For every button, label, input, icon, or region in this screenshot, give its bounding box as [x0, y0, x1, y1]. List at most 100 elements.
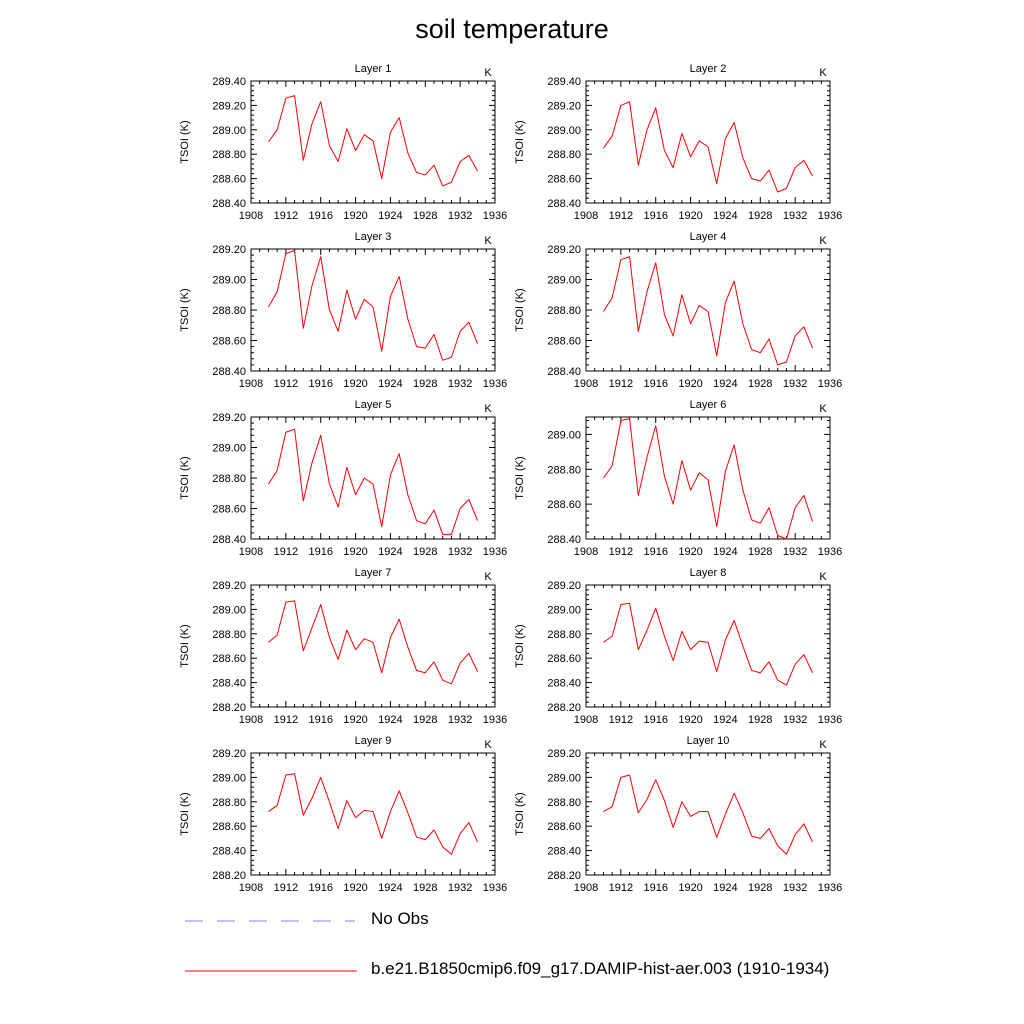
x-tick-label: 1916 [643, 378, 667, 390]
x-tick-label: 1920 [678, 378, 702, 390]
y-tick-label: 288.80 [212, 305, 246, 317]
y-tick-label: 288.60 [212, 336, 246, 348]
y-tick-label: 289.00 [212, 772, 246, 784]
series-line [603, 602, 814, 686]
y-tick-label: 288.60 [212, 504, 246, 516]
panel-units: K [484, 403, 492, 415]
y-tick-label: 289.00 [212, 443, 246, 455]
x-tick-label: 1932 [783, 714, 807, 726]
y-tick-label: 289.20 [547, 100, 581, 112]
panel-units: K [484, 235, 492, 247]
x-tick-label: 1936 [483, 546, 507, 558]
y-tick-label: 289.20 [212, 244, 246, 256]
panel-units: K [484, 67, 492, 79]
y-tick-label: 288.40 [212, 366, 246, 378]
panel-units: K [819, 739, 827, 751]
series-line [603, 256, 814, 366]
x-tick-label: 1908 [574, 378, 598, 390]
y-axis-label: TSOI (K) [514, 120, 526, 163]
x-tick-label: 1912 [609, 882, 633, 894]
y-tick-label: 289.20 [547, 244, 581, 256]
plot-frame [250, 416, 496, 540]
x-tick-label: 1932 [448, 210, 472, 222]
y-tick-label: 288.40 [212, 198, 246, 210]
panel-title: Layer 6 [690, 399, 727, 411]
panel-units: K [484, 571, 492, 583]
panel-units: K [819, 67, 827, 79]
y-tick-label: 289.00 [547, 275, 581, 287]
x-tick-label: 1936 [483, 714, 507, 726]
x-tick-label: 1920 [343, 546, 367, 558]
series-line [268, 95, 479, 187]
y-tick-label: 289.00 [547, 772, 581, 784]
x-tick-label: 1920 [678, 546, 702, 558]
x-tick-label: 1932 [783, 546, 807, 558]
x-tick-label: 1924 [713, 714, 737, 726]
y-tick-label: 288.60 [547, 499, 581, 511]
x-tick-label: 1912 [609, 546, 633, 558]
panel-title: Layer 5 [355, 399, 392, 411]
x-tick-label: 1908 [239, 882, 263, 894]
x-tick-label: 1912 [274, 714, 298, 726]
x-tick-label: 1908 [574, 210, 598, 222]
y-tick-label: 289.20 [547, 748, 581, 760]
y-tick-label: 288.80 [547, 797, 581, 809]
y-axis-label: TSOI (K) [179, 792, 191, 835]
y-tick-label: 289.20 [212, 580, 246, 592]
panel-title: Layer 7 [355, 567, 392, 579]
y-tick-label: 288.60 [212, 653, 246, 665]
x-tick-label: 1916 [643, 546, 667, 558]
panel-units: K [819, 571, 827, 583]
y-tick-label: 288.60 [547, 653, 581, 665]
plot-frame [250, 248, 496, 372]
y-tick-label: 288.20 [547, 870, 581, 882]
plot-frame [250, 752, 496, 876]
plot-frame [585, 416, 831, 540]
x-tick-label: 1924 [378, 378, 402, 390]
x-tick-label: 1912 [274, 546, 298, 558]
x-tick-label: 1924 [713, 378, 737, 390]
x-tick-label: 1936 [818, 210, 842, 222]
x-tick-label: 1912 [609, 210, 633, 222]
x-tick-label: 1932 [448, 546, 472, 558]
y-tick-label: 288.80 [547, 149, 581, 161]
x-tick-label: 1928 [748, 378, 772, 390]
panel-units: K [484, 739, 492, 751]
x-tick-label: 1912 [274, 210, 298, 222]
y-tick-label: 288.80 [547, 305, 581, 317]
y-axis-label: TSOI (K) [179, 456, 191, 499]
x-tick-label: 1916 [308, 714, 332, 726]
panel-units: K [819, 403, 827, 415]
x-tick-label: 1924 [713, 210, 737, 222]
y-axis-label: TSOI (K) [179, 120, 191, 163]
x-tick-label: 1908 [239, 378, 263, 390]
legend-item-no-obs: No Obs [185, 909, 745, 932]
panel-title: Layer 4 [690, 231, 727, 243]
x-tick-label: 1928 [748, 210, 772, 222]
x-tick-label: 1936 [483, 378, 507, 390]
y-tick-label: 289.20 [547, 580, 581, 592]
series-line [603, 418, 814, 540]
y-tick-label: 289.00 [212, 125, 246, 137]
y-tick-label: 289.00 [212, 604, 246, 616]
legend-swatch-model [185, 970, 357, 972]
x-tick-label: 1916 [308, 378, 332, 390]
y-tick-label: 288.40 [547, 366, 581, 378]
y-axis-label: TSOI (K) [179, 624, 191, 667]
panel-title: Layer 1 [355, 63, 392, 75]
x-tick-label: 1924 [378, 714, 402, 726]
x-tick-label: 1924 [378, 210, 402, 222]
y-tick-label: 289.00 [547, 429, 581, 441]
x-tick-label: 1920 [678, 882, 702, 894]
x-tick-label: 1920 [678, 714, 702, 726]
legend-item-model: b.e21.B1850cmip6.f09_g17.DAMIP-hist-aer.… [185, 959, 885, 982]
x-tick-label: 1908 [239, 546, 263, 558]
x-tick-label: 1920 [343, 714, 367, 726]
x-tick-label: 1916 [643, 210, 667, 222]
figure-title: soil temperature [415, 14, 609, 44]
y-tick-label: 288.40 [547, 198, 581, 210]
y-tick-label: 288.60 [547, 336, 581, 348]
legend-label-model: b.e21.B1850cmip6.f09_g17.DAMIP-hist-aer.… [371, 959, 830, 978]
y-tick-label: 289.00 [547, 604, 581, 616]
x-tick-label: 1928 [413, 210, 437, 222]
